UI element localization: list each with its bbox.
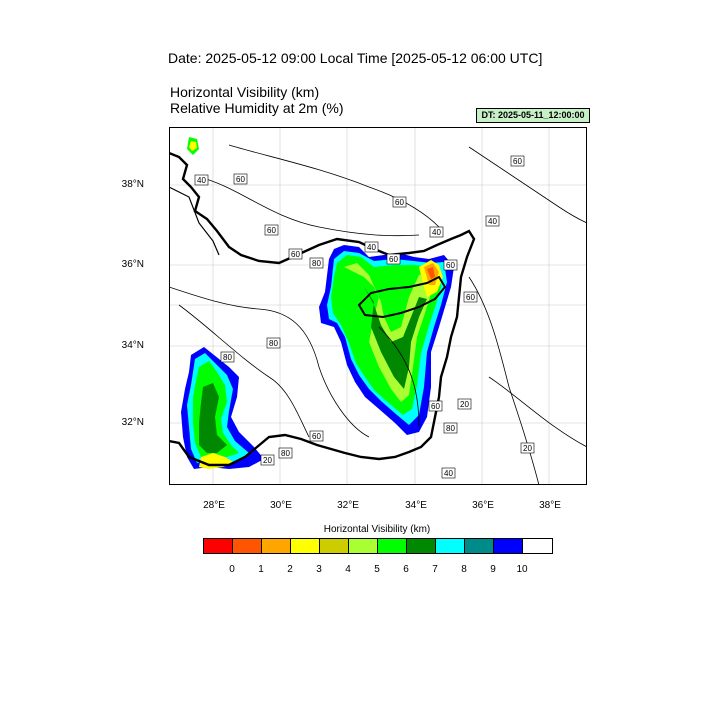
colorbar-tick-label: 4 (345, 564, 351, 575)
svg-text:60: 60 (513, 157, 522, 166)
svg-text:60: 60 (431, 402, 440, 411)
svg-text:40: 40 (444, 469, 453, 478)
svg-text:80: 80 (446, 424, 455, 433)
svg-text:40: 40 (488, 217, 497, 226)
svg-text:60: 60 (312, 432, 321, 441)
visibility-map: 40 60 60 60 60 60 40 40 60 80 60 60 80 8… (169, 127, 587, 485)
rh-contours (169, 144, 587, 485)
lon-label-34e: 34°E (405, 500, 427, 511)
colorbar-swatch (349, 539, 378, 553)
colorbar-tick-label: 10 (516, 564, 528, 575)
colorbar-swatch (262, 539, 291, 553)
contour-label: 20 (457, 398, 472, 410)
coastline (169, 151, 476, 467)
contour-label: 40 (364, 241, 379, 253)
contour-label: 60 (264, 224, 279, 236)
colorbar-tick-label: 9 (490, 564, 496, 575)
svg-text:40: 40 (367, 243, 376, 252)
colorbar-swatch (320, 539, 349, 553)
contour-label: 60 (443, 259, 458, 271)
colorbar-swatch (233, 539, 262, 553)
colorbar-swatch (407, 539, 436, 553)
colorbar (203, 538, 553, 554)
contour-label: 80 (309, 257, 324, 269)
contour-label: 60 (309, 430, 324, 442)
colorbar-tick-label: 6 (403, 564, 409, 575)
contour-label: 60 (288, 248, 303, 260)
contour-label: 60 (386, 253, 401, 265)
variable-title-humidity: Relative Humidity at 2m (%) (170, 100, 344, 116)
svg-text:60: 60 (291, 250, 300, 259)
contour-label: 20 (260, 454, 275, 466)
visibility-shading-west (181, 137, 264, 469)
contour-label: 60 (233, 173, 248, 185)
contour-label: 40 (429, 226, 444, 238)
colorbar-swatch (291, 539, 320, 553)
colorbar-tick-label: 1 (258, 564, 264, 575)
contour-label: 40 (485, 215, 500, 227)
colorbar-swatch (436, 539, 465, 553)
contour-label: 40 (441, 467, 456, 479)
svg-text:20: 20 (523, 444, 532, 453)
colorbar-swatch (204, 539, 233, 553)
svg-text:80: 80 (281, 449, 290, 458)
svg-text:60: 60 (236, 175, 245, 184)
svg-text:40: 40 (432, 228, 441, 237)
svg-text:80: 80 (223, 353, 232, 362)
lat-label-32n: 32°N (121, 417, 144, 428)
contour-label: 80 (220, 351, 235, 363)
svg-text:60: 60 (389, 255, 398, 264)
contour-label: 60 (463, 291, 478, 303)
svg-text:40: 40 (197, 176, 206, 185)
colorbar-tick-label: 3 (316, 564, 322, 575)
contour-label: 60 (510, 155, 525, 167)
contour-label: 80 (443, 422, 458, 434)
colorbar-swatch (465, 539, 494, 553)
lon-label-32e: 32°E (337, 500, 359, 511)
contour-label: 80 (266, 337, 281, 349)
lat-label-38n: 38°N (121, 179, 144, 190)
colorbar-tick-label: 0 (229, 564, 235, 575)
lat-label-36n: 36°N (121, 259, 144, 270)
colorbar-swatch (378, 539, 407, 553)
colorbar-swatch (494, 539, 523, 553)
svg-text:20: 20 (460, 400, 469, 409)
contour-label: 20 (520, 442, 535, 454)
svg-text:60: 60 (395, 198, 404, 207)
colorbar-swatch (523, 539, 552, 553)
svg-text:80: 80 (312, 259, 321, 268)
variable-title-visibility: Horizontal Visibility (km) (170, 84, 320, 100)
colorbar-tick-label: 2 (287, 564, 293, 575)
contour-label: 60 (428, 400, 443, 412)
lon-label-38e: 38°E (539, 500, 561, 511)
colorbar-tick-label: 5 (374, 564, 380, 575)
colorbar-tick-label: 8 (461, 564, 467, 575)
svg-text:80: 80 (269, 339, 278, 348)
contour-label: 40 (194, 174, 209, 186)
forecast-init-badge: DT: 2025-05-11_12:00:00 (476, 108, 590, 123)
contour-label: 80 (278, 447, 293, 459)
colorbar-tick-label: 7 (432, 564, 438, 575)
svg-text:20: 20 (263, 456, 272, 465)
colorbar-title: Horizontal Visibility (km) (323, 524, 431, 535)
date-title: Date: 2025-05-12 09:00 Local Time [2025-… (168, 50, 543, 66)
svg-text:60: 60 (267, 226, 276, 235)
contour-labels: 40 60 60 60 60 60 40 40 60 80 60 60 80 8… (194, 155, 535, 479)
svg-text:60: 60 (446, 261, 455, 270)
lon-label-36e: 36°E (472, 500, 494, 511)
svg-text:60: 60 (466, 293, 475, 302)
lon-label-28e: 28°E (203, 500, 225, 511)
contour-label: 60 (392, 196, 407, 208)
lat-label-34n: 34°N (121, 340, 144, 351)
lon-label-30e: 30°E (270, 500, 292, 511)
